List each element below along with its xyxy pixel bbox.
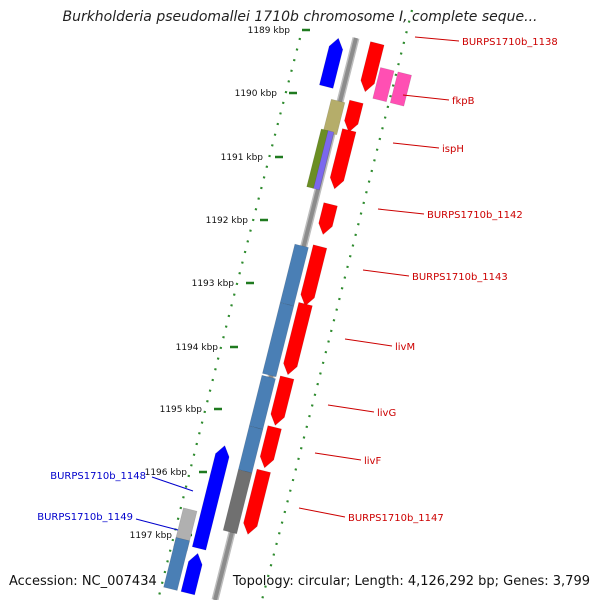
gene-arrow-forward [300,244,328,307]
gene-label: ispH [442,144,464,155]
gene-leader-line [298,507,346,518]
gene-label: livM [395,342,415,353]
tick-label: 1196 kbp [145,468,188,478]
gene-arrow-reverse [319,37,344,89]
cds-bar-grey [222,469,253,535]
cds-bar-steelblue [262,302,295,378]
gene-leader-line [344,338,393,347]
gene-arrow-forward [259,425,282,469]
gene-arrow-forward [360,41,385,93]
gene-arrow-forward [329,128,357,190]
cds-bar-pink [372,67,395,103]
gene-leader-line [314,452,362,461]
tick-label: 1195 kbp [160,405,203,415]
gene-arrow-forward [283,301,313,376]
gene-leader-line [151,476,194,492]
gene-label: BURPS1710b_1148 [50,471,146,482]
tick-label: 1192 kbp [206,216,249,226]
map-title: Burkholderia pseudomallei 1710b chromoso… [62,9,538,25]
accession-text: Accession: NC_007434 [9,574,157,589]
cds-bar-steelblue [237,425,264,474]
summary-text: Topology: circular; Length: 4,126,292 bp… [232,574,590,589]
gene-label: livG [377,408,396,419]
gene-arrow-reverse [191,445,230,551]
tick-label: 1190 kbp [235,89,278,99]
cds-bar-steelblue [163,537,190,591]
gene-label: BURPS1710b_1142 [427,210,523,221]
gene-arrow-forward [243,468,271,535]
cds-bar-steelblue [248,374,276,430]
tick-label: 1191 kbp [221,153,264,163]
gene-leader-line [377,208,425,215]
cds-bar-pink [389,71,412,107]
gene-label: fkpB [452,96,475,107]
tick-label: 1193 kbp [192,279,235,289]
gene-arrow-forward [344,99,364,133]
gene-leader-line [362,269,410,277]
gene-arrow-forward [318,202,338,236]
gene-label: BURPS1710b_1147 [348,513,444,524]
cds-bar-green [306,128,329,189]
gene-leader-line [135,518,179,531]
gene-leader-line [327,404,375,413]
gene-label: BURPS1710b_1138 [462,37,558,48]
gene-leader-line [392,142,440,149]
gene-arrow-reverse [180,552,203,596]
tick-label: 1189 kbp [248,26,291,36]
gene-label: livF [364,456,381,467]
gene-label: BURPS1710b_1143 [412,272,508,283]
gene-leader-line [402,94,450,101]
gene-label: BURPS1710b_1149 [37,512,133,523]
gene-leader-line [414,36,460,42]
cds-bar-olive [322,98,346,136]
tick-label: 1194 kbp [176,343,219,353]
tick-label: 1197 kbp [130,531,173,541]
gene-arrow-forward [270,375,295,426]
